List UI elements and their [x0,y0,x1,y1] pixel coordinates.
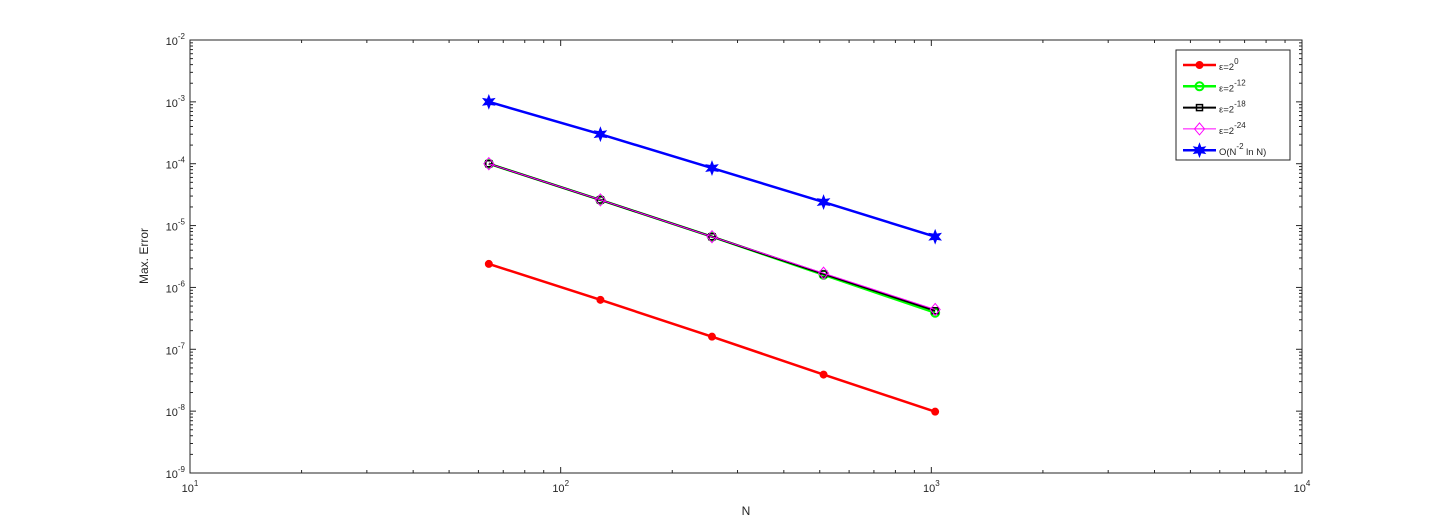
legend-label: ε=2-12 [1219,78,1246,93]
x-tick-label-exponent: 2 [565,479,570,488]
y-tick-label-base: 10 [166,345,178,357]
legend-label-sup: 0 [1234,57,1239,66]
y-tick-label: 10-5 [166,218,186,234]
y-tick-label-base: 10 [166,283,178,295]
marker [706,229,718,244]
legend-label-sup: -12 [1234,78,1246,87]
legend-label-text: ε=2 [1219,104,1234,115]
y-tick-label-exponent: -5 [178,218,186,227]
marker [931,306,939,315]
marker [484,259,493,268]
y-tick-label-exponent: -2 [178,32,186,41]
marker [817,266,830,280]
marker [705,160,719,176]
x-axis-title: N [742,504,751,518]
legend-label-sup: -24 [1234,121,1246,130]
y-tick-label-exponent: -4 [178,156,186,165]
y-tick-label: 10-7 [166,341,186,357]
x-tick-label-base: 10 [923,483,935,495]
marker [485,159,493,168]
marker [706,231,717,242]
marker [707,332,716,341]
y-tick-label-base: 10 [166,36,178,48]
marker [595,194,606,205]
y-tick-label-base: 10 [166,160,178,172]
x-tick-label: 102 [552,479,569,495]
marker [594,193,607,207]
y-tick-label: 10-4 [166,156,186,172]
legend-label: ε=2-24 [1219,121,1246,136]
legend-label: O(N-2 ln N) [1219,142,1266,157]
marker [930,307,941,318]
y-tick-label-base: 10 [166,221,178,233]
marker [483,158,494,169]
legend-label-sup: -18 [1234,100,1246,109]
marker [819,370,828,379]
legend-box [1175,49,1291,161]
x-tick-label: 104 [1294,479,1311,495]
y-tick-label-exponent: -8 [178,403,186,412]
y-tick-label: 10-3 [166,94,186,110]
marker [596,196,605,204]
y-tick-label-base: 10 [166,98,178,110]
marker [1192,142,1207,159]
legend-label-sup: -2 [1236,142,1244,151]
marker [481,93,496,110]
marker [1193,122,1206,136]
y-tick-label-base: 10 [166,407,178,419]
axes-box [189,39,1303,474]
marker [1194,81,1205,92]
marker [929,302,941,317]
marker [708,232,716,241]
x-tick-label: 101 [182,479,199,495]
legend-label-text: ε=2 [1219,125,1234,136]
y-tick-label-exponent: -7 [178,341,186,350]
marker [483,156,495,171]
x-tick-label-base: 10 [182,483,194,495]
legend-label: ε=20 [1219,57,1239,72]
y-tick-label-exponent: -3 [178,94,186,103]
legend-label-text: ε=2 [1219,83,1234,94]
y-tick-label: 10-6 [166,280,186,296]
marker [593,126,608,143]
x-tick-label-base: 10 [1294,483,1306,495]
x-tick-label-exponent: 3 [935,479,940,488]
y-tick-label-base: 10 [166,469,178,481]
x-tick-label: 103 [923,479,940,495]
marker [1195,103,1204,112]
legend-label: ε=2-18 [1219,100,1246,115]
y-tick-label-exponent: -6 [178,280,186,289]
marker [596,295,605,304]
marker [816,194,831,210]
marker [931,407,940,416]
x-tick-label-exponent: 4 [1306,479,1311,488]
x-tick-label-base: 10 [552,483,564,495]
y-tick-label: 10-9 [166,465,186,481]
marker [1195,61,1204,69]
series-line [488,163,936,310]
legend-label-text: ln N) [1244,147,1267,158]
y-tick-label-exponent: -9 [178,465,186,474]
marker [928,228,942,245]
y-tick-label: 10-2 [166,32,186,48]
plot-area [190,40,1302,473]
legend-label-text: ε=2 [1219,62,1234,73]
y-axis-title: Max. Error [137,228,151,284]
legend-label-text: O(N [1219,147,1237,158]
x-tick-label-exponent: 1 [194,479,199,488]
y-tick-label: 10-8 [166,403,186,419]
